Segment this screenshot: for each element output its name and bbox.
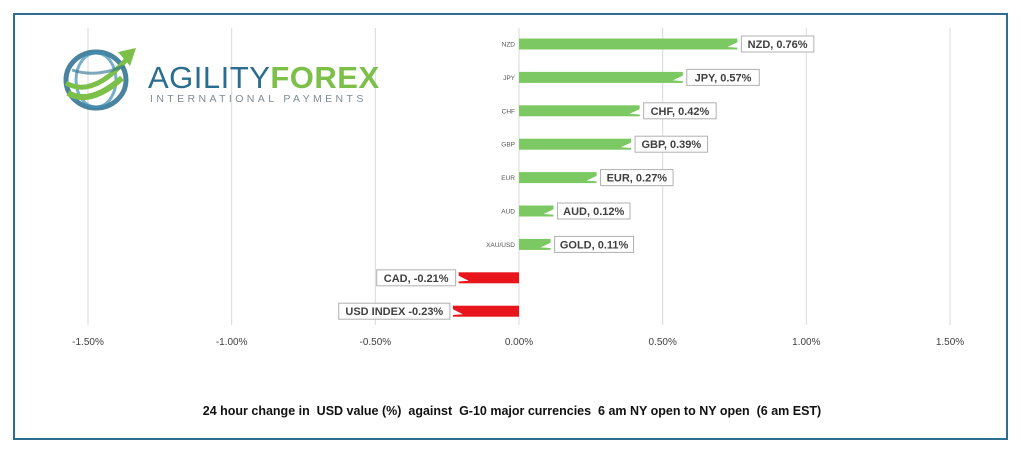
bar xyxy=(519,172,597,184)
label-pointer xyxy=(629,106,645,115)
globe-swoosh-icon xyxy=(63,48,136,111)
bar xyxy=(519,105,640,117)
label-pointer xyxy=(448,307,463,316)
x-tick-label: -1.50% xyxy=(72,337,104,348)
category-label: GBP xyxy=(501,142,515,149)
data-label: CAD, -0.21% xyxy=(384,273,449,285)
data-label-box xyxy=(556,202,631,220)
data-label: CHF, 0.42% xyxy=(651,106,710,118)
data-label: AUD, 0.12% xyxy=(563,206,624,218)
label-pointer xyxy=(543,207,559,215)
bar xyxy=(519,138,632,150)
data-label-box xyxy=(634,135,709,153)
data-label-box xyxy=(740,35,815,53)
bar xyxy=(452,305,519,317)
data-label: GBP, 0.39% xyxy=(641,139,701,151)
category-label: XAU/USD xyxy=(486,242,515,249)
bar xyxy=(519,205,554,217)
category-label: NZD xyxy=(502,42,516,49)
bar xyxy=(519,238,551,250)
label-pointer xyxy=(586,173,602,182)
x-tick-label: -1.00% xyxy=(216,337,248,348)
data-label: USD INDEX -0.23% xyxy=(345,306,443,318)
data-label-box xyxy=(643,102,717,120)
data-label: JPY, 0.57% xyxy=(695,72,752,84)
category-label: CHF xyxy=(502,108,515,115)
data-label: EUR, 0.27% xyxy=(607,173,668,185)
x-tick-label: 0.50% xyxy=(648,337,676,348)
data-label-box xyxy=(600,169,674,187)
x-tick-label: 1.50% xyxy=(936,337,964,348)
label-pointer xyxy=(621,140,637,149)
brand-name: AGILITYFOREX xyxy=(148,60,380,96)
brand-tagline: INTERNATIONAL PAYMENTS xyxy=(150,93,367,105)
data-label: NZD, 0.76% xyxy=(748,39,808,51)
x-tick-label: -0.50% xyxy=(359,337,391,348)
label-pointer xyxy=(540,240,556,249)
label-pointer xyxy=(454,273,469,282)
chart-frame xyxy=(13,13,1008,440)
x-tick-label: 1.00% xyxy=(792,337,820,348)
x-tick-label: 0.00% xyxy=(505,337,533,348)
category-label: EUR xyxy=(501,175,515,182)
label-pointer xyxy=(672,73,688,82)
data-label: GOLD, 0.11% xyxy=(560,239,629,251)
data-label-box xyxy=(376,269,457,287)
bar xyxy=(519,38,738,50)
agility-forex-logo: AGILITYFOREX INTERNATIONAL PAYMENTS xyxy=(60,38,379,118)
bar xyxy=(519,71,683,83)
category-label: AUD xyxy=(501,209,515,216)
data-label-box xyxy=(686,68,760,86)
data-label-box xyxy=(338,302,451,320)
brand-name-part2: FOREX xyxy=(270,60,380,95)
chart-title: 24 hour change in USD value (%) against … xyxy=(202,404,822,418)
brand-name-part1: AGILITY xyxy=(148,60,271,95)
label-pointer xyxy=(727,40,743,48)
data-label-box xyxy=(554,235,635,253)
category-label: JPY xyxy=(503,75,516,82)
bar xyxy=(458,272,519,284)
